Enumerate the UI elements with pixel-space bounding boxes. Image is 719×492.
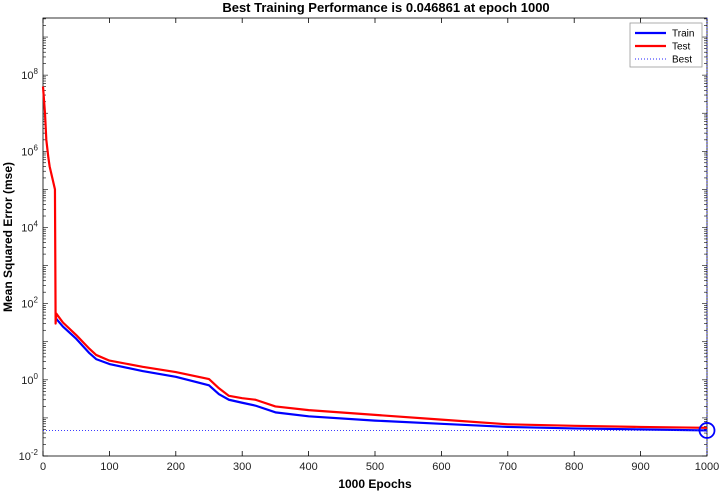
plot-area: [42, 17, 708, 457]
y-tick-label: 102: [21, 296, 38, 311]
x-tick-label: 500: [366, 461, 384, 473]
x-tick-label: 400: [299, 461, 317, 473]
legend-label-best: Best: [672, 55, 692, 66]
series-group: [41, 18, 716, 456]
x-tick-label: 900: [631, 461, 649, 473]
series-train-line: [55, 318, 708, 432]
best-marker: [698, 422, 716, 439]
y-tick-label: 100: [21, 372, 38, 387]
x-axis: 0 100 200 300 400 500 600 700 800 900 1000: [40, 18, 719, 473]
x-tick-label: 200: [167, 461, 185, 473]
y-axis: 10-2 100 102 104 106 108: [19, 18, 707, 463]
x-axis-label: 1000 Epochs: [338, 477, 412, 491]
x-tick-label: 1000: [695, 461, 719, 473]
legend: Train Test Best: [629, 22, 703, 68]
chart-title: Best Training Performance is 0.046861 at…: [222, 0, 549, 15]
series-test-line: [41, 86, 708, 429]
x-tick-label: 600: [432, 461, 450, 473]
y-tick-label: 10-2: [19, 448, 39, 463]
x-tick-label: 700: [499, 461, 517, 473]
x-tick-label: 300: [233, 461, 251, 473]
y-axis-label: Mean Squared Error (mse): [1, 162, 15, 312]
legend-label-train: Train: [672, 29, 694, 40]
x-tick-label: 100: [100, 461, 118, 473]
y-tick-label: 106: [21, 143, 38, 158]
legend-label-test: Test: [672, 42, 691, 53]
x-tick-label: 800: [565, 461, 583, 473]
x-tick-label: 0: [40, 461, 46, 473]
y-tick-label: 104: [21, 219, 38, 234]
y-tick-label: 108: [21, 67, 38, 82]
